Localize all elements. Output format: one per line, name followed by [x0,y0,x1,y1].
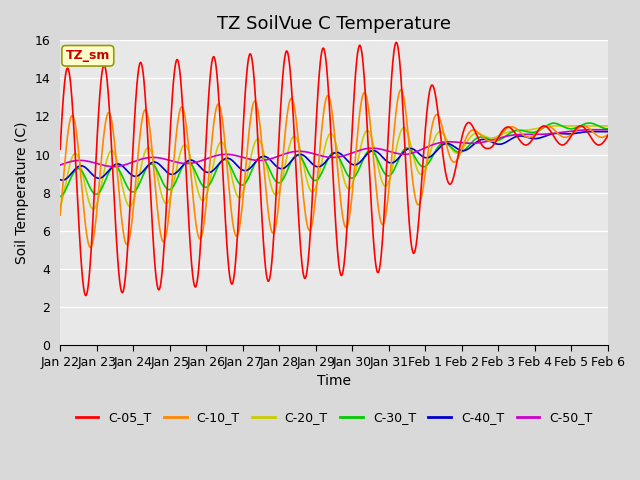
Title: TZ SoilVue C Temperature: TZ SoilVue C Temperature [217,15,451,33]
Y-axis label: Soil Temperature (C): Soil Temperature (C) [15,121,29,264]
Legend: C-05_T, C-10_T, C-20_T, C-30_T, C-40_T, C-50_T: C-05_T, C-10_T, C-20_T, C-30_T, C-40_T, … [71,407,597,430]
X-axis label: Time: Time [317,374,351,388]
Text: TZ_sm: TZ_sm [66,49,110,62]
